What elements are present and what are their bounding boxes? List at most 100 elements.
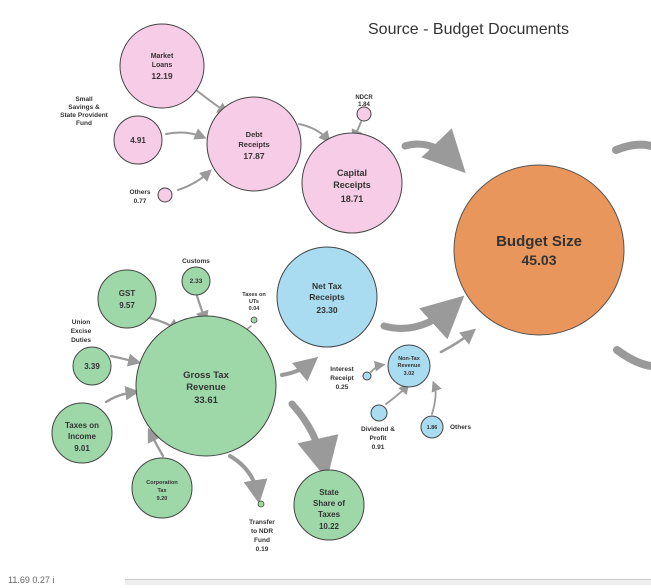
arrow-gross-to-state-share <box>288 400 339 480</box>
arrow-others-to-nontax <box>431 380 442 415</box>
customs-value: 2.33 <box>190 278 203 285</box>
gst-value: 9.57 <box>119 301 135 310</box>
node-customs: Customs 2.33 <box>181 258 211 296</box>
flow-arrows <box>104 89 651 504</box>
taxes-uts-value: 0.04 <box>249 306 261 312</box>
market-loans-value: 12.19 <box>151 71 173 81</box>
market-loans-label-1: Market <box>151 53 174 60</box>
arrow-gross-to-net-tax <box>280 356 319 382</box>
node-market-loans: Market Loans 12.19 <box>119 23 205 109</box>
arrow-market-loans-to-debt <box>195 89 230 115</box>
node-interest-receipt: Interest Receipt 0.25 <box>330 366 372 391</box>
node-debt-receipts: Debt Receipts 17.87 <box>206 96 302 192</box>
transfer-ndr-label-3: Fund <box>254 537 270 544</box>
transfer-ndr-label-2: to NDR <box>251 528 273 535</box>
source-caption: Source - Budget Documents <box>368 21 569 38</box>
node-net-tax-receipts: Net Tax Receipts 23.30 <box>276 246 378 348</box>
interest-receipt-value: 0.25 <box>336 384 349 391</box>
transfer-ndr-label-1: Transfer <box>249 519 275 526</box>
net-tax-receipts-label-2: Receipts <box>309 292 345 302</box>
small-savings-label-3: State Provident <box>60 112 109 119</box>
small-savings-value: 4.91 <box>130 136 146 145</box>
capital-receipts-label-2: Receipts <box>333 180 371 190</box>
ndcr-value: 1.84 <box>358 102 370 108</box>
dividend-profit-value: 0.91 <box>372 444 385 451</box>
node-taxes-uts: Taxes on UTs 0.04 <box>242 292 266 324</box>
node-small-savings: 4.91 <box>113 115 163 165</box>
state-share-label-3: Taxes <box>318 510 341 519</box>
net-tax-receipts-value: 23.30 <box>316 305 338 315</box>
budget-size-label: Budget Size <box>496 233 582 250</box>
arrow-corporation-to-gross <box>147 427 165 458</box>
node-capital-receipts: Capital Receipts 18.71 <box>301 132 403 234</box>
market-loans-label-2: Loans <box>152 62 173 69</box>
others-debt-value: 0.77 <box>134 198 147 205</box>
non-tax-revenue-value: 3.02 <box>404 371 415 377</box>
state-share-value: 10.22 <box>319 522 340 531</box>
arrow-dividend-to-nontax <box>385 383 410 405</box>
interest-receipt-label-2: Receipt <box>330 375 354 382</box>
node-dividend-profit: Dividend & Profit 0.91 <box>361 404 395 451</box>
node-taxes-income: Taxes on Income 9.01 <box>51 402 113 464</box>
arrow-debt-to-capital <box>298 123 331 144</box>
capital-receipts-value: 18.71 <box>341 194 364 204</box>
gst-label: GST <box>119 289 136 298</box>
node-budget-size: Budget Size 45.03 <box>453 164 625 336</box>
gross-tax-revenue-label-2: Revenue <box>186 382 226 393</box>
node-transfer-ndr: Transfer to NDR Fund 0.19 <box>249 500 275 553</box>
dividend-profit-label-2: Profit <box>370 435 388 442</box>
state-share-label-2: Share of <box>313 499 345 508</box>
corporation-tax-label-1: Corporation <box>146 480 178 486</box>
arrow-gross-to-transfer <box>228 454 268 504</box>
bottom-status-bar: 11.69 0.27 i <box>0 575 651 588</box>
corporation-tax-label-2: Tax <box>157 488 167 494</box>
gross-tax-revenue-label-1: Gross Tax <box>183 370 229 381</box>
node-others-nontax: 1.86 Others <box>420 415 471 439</box>
debt-receipts-value: 17.87 <box>243 151 265 161</box>
arrow-taxes-income-to-gross <box>104 385 140 404</box>
union-excise-label-3: Duties <box>71 337 91 344</box>
net-tax-receipts-label-1: Net Tax <box>312 281 342 291</box>
node-gst: GST 9.57 <box>97 269 157 329</box>
debt-receipts-label-2: Receipts <box>238 140 269 149</box>
taxes-uts-label-2: UTs <box>249 299 259 305</box>
taxes-uts-label-1: Taxes on <box>242 292 266 298</box>
capital-receipts-label-1: Capital <box>337 168 367 178</box>
interest-receipt-label-1: Interest <box>330 366 354 373</box>
arrow-capital-to-budget <box>401 128 466 174</box>
taxes-income-label-2: Income <box>68 432 97 441</box>
arrow-small-savings-to-debt <box>165 128 207 140</box>
ndcr-label: NDCR <box>355 95 373 101</box>
horizontal-scrollbar[interactable] <box>125 579 651 585</box>
node-others-debt: Others 0.77 <box>130 187 173 205</box>
others-nontax-value: 1.86 <box>427 425 438 431</box>
union-excise-value: 3.39 <box>84 362 100 371</box>
node-ndcr: NDCR 1.84 <box>355 95 373 122</box>
small-savings-label-1: Small <box>75 96 93 103</box>
node-union-excise: Union Excise Duties 3.39 <box>71 319 112 386</box>
corporation-tax-value: 9.20 <box>157 496 168 502</box>
others-debt-label: Others <box>130 189 151 196</box>
small-savings-label-group: Small Savings & State Provident Fund <box>60 96 109 127</box>
debt-receipts-label-1: Debt <box>246 130 263 139</box>
gross-tax-revenue-value: 33.61 <box>194 395 218 406</box>
arrow-budget-out-bottom <box>613 346 651 370</box>
node-state-share: State Share of Taxes 10.22 <box>293 469 365 541</box>
union-excise-label-1: Union <box>72 319 90 326</box>
node-corporation-tax: Corporation Tax 9.20 <box>131 457 193 519</box>
arrow-nontax-to-budget <box>439 328 476 354</box>
others-nontax-label: Others <box>450 424 471 431</box>
small-savings-label-4: Fund <box>76 120 92 127</box>
bottom-status-text: 11.69 0.27 i <box>8 575 55 585</box>
arrow-budget-out-top <box>612 140 651 154</box>
non-tax-revenue-label-1: Non-Tax <box>398 356 421 362</box>
transfer-ndr-value: 0.19 <box>256 546 269 553</box>
budget-size-value: 45.03 <box>521 252 556 268</box>
state-share-label-1: State <box>319 488 339 497</box>
taxes-income-label-1: Taxes on <box>65 421 99 430</box>
arrow-net-tax-to-budget <box>380 295 465 340</box>
node-non-tax-revenue: Non-Tax Revenue 3.02 <box>387 344 431 388</box>
union-excise-label-2: Excise <box>71 328 92 335</box>
taxes-income-value: 9.01 <box>74 444 90 453</box>
